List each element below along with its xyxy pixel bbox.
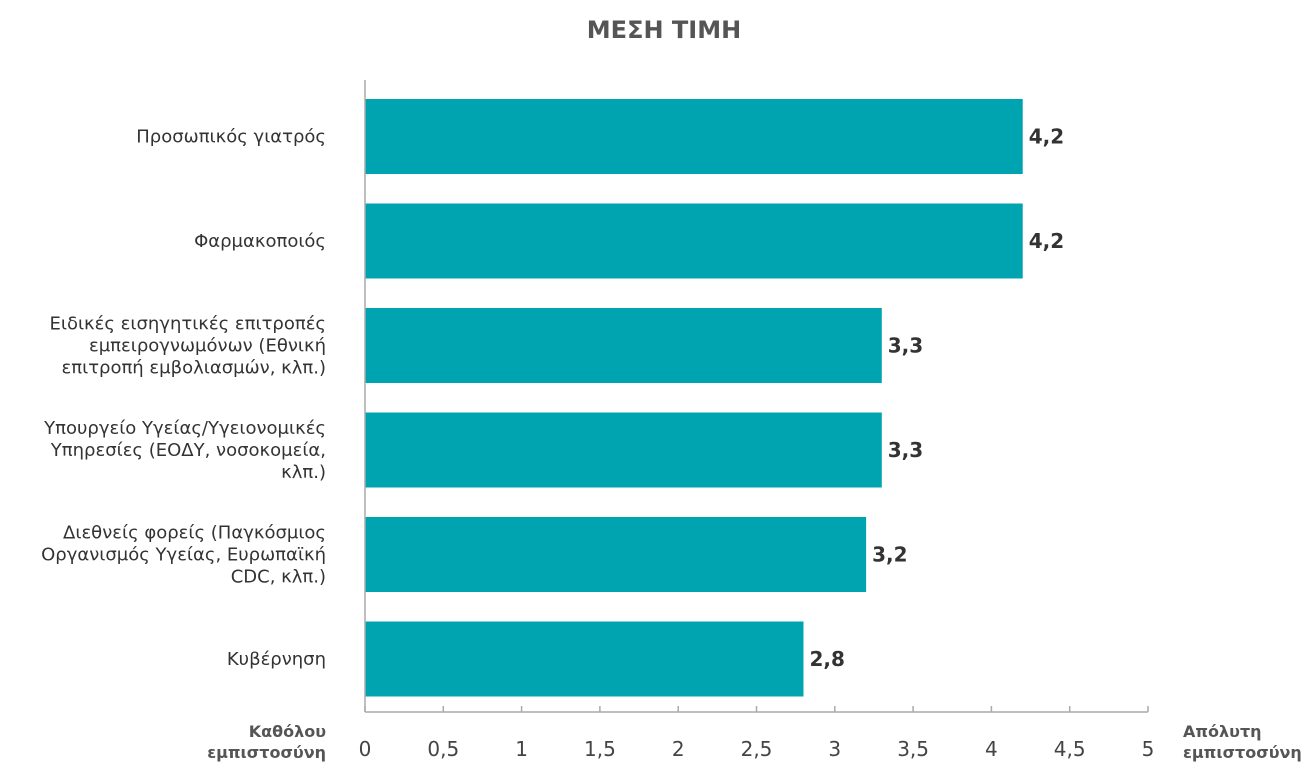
bar <box>365 203 1023 279</box>
x-tick-label: 4 <box>985 737 998 761</box>
x-tick-label: 2,5 <box>741 737 773 761</box>
x-tick-label: 3 <box>828 737 841 761</box>
x-tick-label: 3,5 <box>897 737 929 761</box>
category-label: Υπουργείο Υγείας/Υγειονομικές Υπηρεσίες (… <box>43 418 326 483</box>
category-label: Διεθνείς φορείς (Παγκόσμιος Οργανισμός Υγ… <box>41 523 326 588</box>
bar <box>365 308 882 383</box>
value-label: 3,3 <box>888 334 923 358</box>
scale-max-label: Απόλυτη εμπιστοσύνη <box>1183 722 1302 762</box>
chart-title: ΜΕΣΗ ΤΙΜΗ <box>587 16 741 44</box>
bar <box>365 99 1023 174</box>
bars-layer <box>365 99 1023 697</box>
x-axis-ticks: 0 0,5 1 1,5 2 2,5 3 3,5 4 4,5 5 <box>359 706 1155 761</box>
category-labels: Προσωπικός γιατρός Φαρμακοποιός Ειδικές ει… <box>41 127 326 671</box>
bar <box>365 517 867 592</box>
x-tick-label: 4,5 <box>1054 737 1086 761</box>
x-tick-label: 0 <box>359 737 372 761</box>
category-label: Προσωπικός γιατρός <box>136 127 326 148</box>
x-tick-label: 1 <box>515 737 528 761</box>
bar <box>365 412 882 488</box>
value-label: 3,2 <box>872 543 907 567</box>
x-tick-label: 5 <box>1142 737 1155 761</box>
value-labels: 4,2 4,2 3,3 3,3 3,2 2,8 <box>809 125 1064 672</box>
x-tick-label: 0,5 <box>427 737 459 761</box>
value-label: 4,2 <box>1029 229 1064 253</box>
category-label: Φαρμακοποιός <box>194 231 326 252</box>
scale-end-labels: Καθόλου εμπιστοσύνη Απόλυτη εμπιστοσύνη <box>207 722 1302 762</box>
value-label: 2,8 <box>809 647 844 671</box>
value-label: 3,3 <box>888 438 923 462</box>
value-label: 4,2 <box>1029 125 1064 149</box>
x-tick-label: 2 <box>672 737 685 761</box>
x-tick-label: 1,5 <box>584 737 616 761</box>
category-label: Ειδικές εισηγητικές επιτροπές εμπειρογνωμ… <box>49 314 326 379</box>
scale-min-label: Καθόλου εμπιστοσύνη <box>207 722 326 762</box>
category-label: Κυβέρνηση <box>227 649 326 670</box>
bar <box>365 621 804 697</box>
